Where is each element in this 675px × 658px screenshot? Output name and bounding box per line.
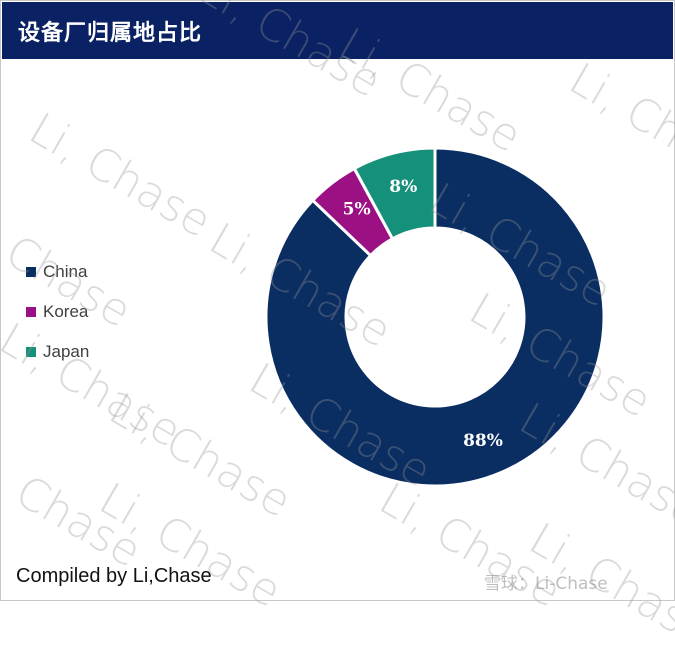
donut-chart: 88% 5% 8% xyxy=(264,146,606,488)
slice-label-korea: 5% xyxy=(343,200,371,220)
legend-swatch-japan xyxy=(26,347,36,357)
legend: China Korea Japan xyxy=(26,252,89,372)
xueqiu-watermark: 雪球：Li-Chase xyxy=(484,574,608,594)
header-bar: 设备厂归属地占比 xyxy=(2,2,673,59)
legend-swatch-korea xyxy=(26,307,36,317)
legend-label: China xyxy=(43,262,88,281)
slice-china xyxy=(264,146,606,488)
legend-item-japan: Japan xyxy=(26,332,89,372)
legend-swatch-china xyxy=(26,267,36,277)
page-title: 设备厂归属地占比 xyxy=(18,21,203,46)
legend-item-korea: Korea xyxy=(26,292,89,332)
legend-label: Japan xyxy=(43,342,90,361)
slice-label-china: 88% xyxy=(463,431,503,451)
legend-label: Korea xyxy=(43,302,89,321)
legend-item-china: China xyxy=(26,252,89,292)
slice-japan xyxy=(352,146,437,241)
slice-label-japan: 8% xyxy=(389,177,417,197)
credit-text: Compiled by Li,Chase xyxy=(16,565,212,587)
